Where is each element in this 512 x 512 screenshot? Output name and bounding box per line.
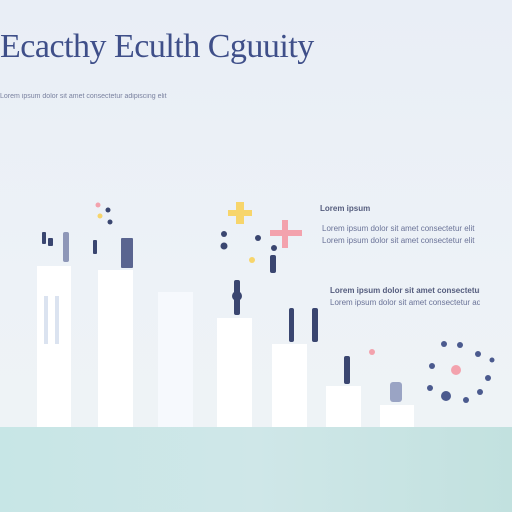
dot-icon	[97, 213, 103, 219]
bar-2	[98, 270, 133, 427]
robot-icon	[390, 382, 402, 402]
bar-1	[37, 266, 71, 427]
bottle-icon	[270, 255, 276, 273]
dot-icon	[105, 207, 111, 213]
dot-icon	[255, 235, 261, 241]
bar-3	[158, 292, 193, 427]
decor	[95, 202, 495, 403]
note-line-2b: Lorem ipsum dolor sit amet consectetur a…	[330, 298, 480, 307]
dot-icon	[249, 257, 255, 263]
page-title: Ecacthy Eculth Cguuity	[0, 28, 314, 65]
ground-strip	[0, 427, 512, 512]
dot-icon	[221, 231, 227, 237]
dot-icon	[477, 389, 483, 395]
dot-icon	[457, 342, 463, 348]
dot-icon	[489, 357, 495, 363]
note-line-1b: Lorem ipsum dolor sit amet consectetur e…	[322, 236, 475, 245]
bottle-icon	[289, 308, 294, 342]
dot-icon	[429, 363, 435, 369]
bottle-cap-icon	[232, 291, 242, 301]
dot-icon	[107, 219, 113, 225]
bottle-icon	[42, 232, 46, 244]
bottle-icon	[93, 240, 97, 254]
box-icon	[121, 238, 133, 268]
bar-6	[326, 386, 361, 427]
dot-icon	[220, 242, 228, 250]
dot-icon	[451, 365, 461, 375]
dot-icon	[475, 351, 481, 357]
dot-icon	[95, 202, 101, 208]
note-heading: Lorem ipsum	[320, 204, 371, 213]
bottle-icon	[312, 308, 318, 342]
plus-yellow-icon	[228, 202, 252, 224]
bar-group	[37, 266, 414, 427]
dot-icon	[369, 349, 375, 355]
note-line-2: Lorem ipsum dolor sit amet consectetur a…	[330, 286, 480, 295]
bar-5	[272, 344, 307, 427]
bar-7	[380, 405, 414, 427]
dot-icon	[427, 385, 433, 391]
plus-pink-icon	[270, 220, 302, 248]
figures	[42, 232, 402, 402]
dot-icon	[441, 341, 447, 347]
bottle-icon	[344, 356, 350, 384]
bottle-icon	[63, 232, 69, 262]
bar-4	[217, 318, 252, 427]
dot-icon	[463, 397, 469, 403]
bottle-icon	[48, 238, 53, 246]
note-line-1: Lorem ipsum dolor sit amet consectetur e…	[322, 224, 475, 233]
bar-1-slot	[44, 296, 48, 344]
bar-1-slot	[55, 296, 59, 344]
dot-icon	[485, 375, 491, 381]
page-subtitle: Lorem ipsum dolor sit amet consectetur a…	[0, 93, 167, 100]
dot-icon	[271, 245, 277, 251]
dot-icon	[441, 391, 451, 401]
